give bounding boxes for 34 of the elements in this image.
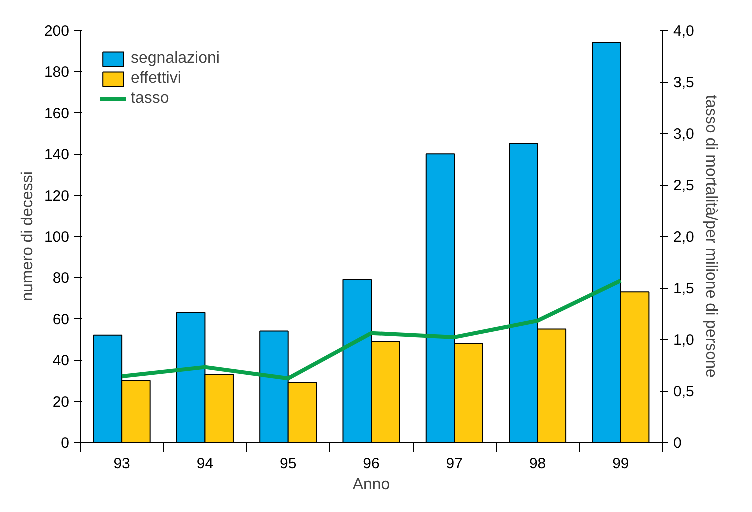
y2-tick-label: 3,5 bbox=[674, 74, 694, 92]
legend-label: segnalazioni bbox=[131, 50, 220, 68]
y-tick-label: 80 bbox=[52, 270, 70, 288]
y-tick-label: 60 bbox=[52, 311, 70, 328]
y2-axis-title: tasso di mortalità/per milione di persone bbox=[702, 95, 720, 378]
x-axis-title: Anno bbox=[352, 476, 390, 494]
y-tick-label: 100 bbox=[44, 229, 70, 246]
line-series bbox=[120, 278, 623, 381]
x-tick-label: 97 bbox=[446, 456, 463, 472]
x-tick-label: 94 bbox=[196, 456, 214, 472]
y2-tick-label: 4,0 bbox=[674, 23, 694, 40]
y2-tick-label: 2,0 bbox=[674, 229, 694, 246]
x-tick-label: 95 bbox=[280, 456, 297, 472]
legend-label: tasso bbox=[131, 90, 170, 108]
y-tick-label: 40 bbox=[52, 352, 70, 370]
y-tick-label: 200 bbox=[44, 23, 70, 40]
y2-tick-label: 1,0 bbox=[674, 332, 694, 349]
y2-tick-label: 0,5 bbox=[674, 384, 694, 400]
y-axis-title: numero di decessi bbox=[19, 172, 36, 302]
y2-tick-label: 3,0 bbox=[674, 126, 694, 143]
y-tick-label: 180 bbox=[44, 64, 70, 82]
y2-tick-label: 0 bbox=[674, 435, 682, 452]
y-tick-label: 160 bbox=[44, 105, 70, 122]
y2-tick-label: 1,5 bbox=[674, 280, 694, 298]
y-tick-label: 120 bbox=[44, 188, 70, 205]
x-tick-label: 96 bbox=[363, 456, 380, 472]
y2-tick-label: 2,5 bbox=[674, 178, 694, 194]
legend-label: effettivi bbox=[131, 70, 182, 88]
x-tick-label: 93 bbox=[114, 456, 130, 472]
y-tick-label: 20 bbox=[52, 394, 70, 411]
x-tick-label: 99 bbox=[612, 456, 630, 472]
y-tick-label: 0 bbox=[61, 435, 70, 452]
y-tick-label: 140 bbox=[44, 146, 70, 164]
x-tick-label: 98 bbox=[529, 456, 546, 472]
